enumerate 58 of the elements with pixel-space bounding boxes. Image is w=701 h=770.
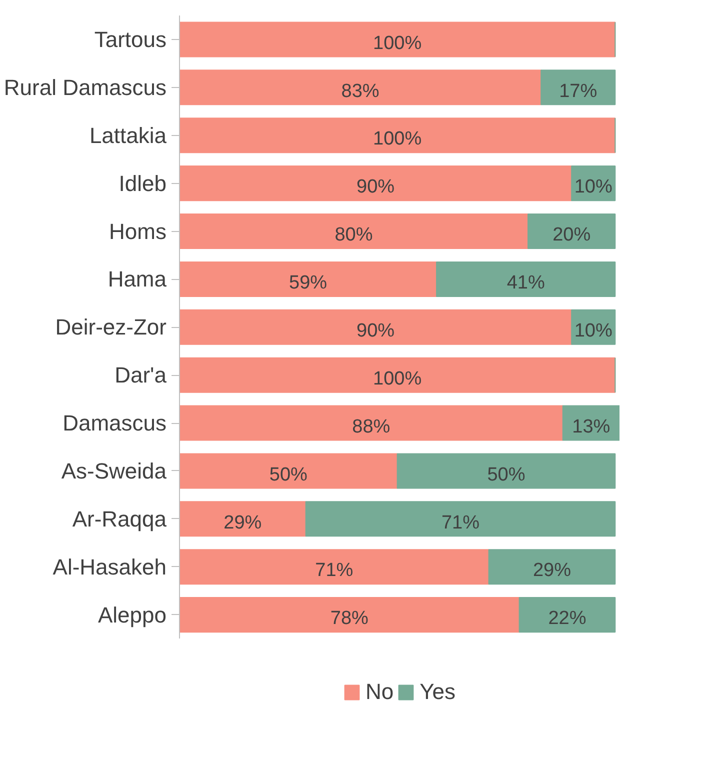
bar — [180, 213, 529, 250]
y-tick-label: As-Sweida — [61, 458, 168, 484]
data-label: 50% — [269, 464, 308, 486]
y-tick-label: Aleppo — [98, 602, 167, 628]
data-label: 10% — [574, 320, 612, 342]
data-label: 41% — [506, 272, 545, 294]
bar — [180, 118, 616, 154]
y-tick-label: Dar'a — [114, 362, 168, 388]
y-tick-label: Damascus — [62, 410, 166, 436]
data-label: 100% — [373, 128, 422, 150]
bar — [488, 549, 616, 585]
data-label: 80% — [334, 224, 373, 246]
bar — [540, 70, 616, 106]
legend-label: Yes — [420, 679, 456, 705]
bar — [180, 166, 572, 202]
bar — [180, 549, 490, 585]
bar — [180, 453, 398, 489]
data-label: 59% — [289, 272, 328, 294]
bar — [180, 70, 542, 106]
y-tick-label: Tartous — [94, 26, 167, 52]
bar — [180, 261, 438, 297]
bar — [180, 309, 572, 345]
data-label: 29% — [224, 512, 262, 534]
y-tick-label: Deir-ez-Zor — [55, 314, 167, 340]
bar — [180, 501, 306, 537]
y-tick-label: Lattakia — [89, 122, 168, 148]
y-tick-label: Al-Hasakeh — [52, 554, 166, 580]
bar — [305, 501, 616, 537]
bar — [180, 597, 520, 633]
data-label: 100% — [373, 32, 422, 54]
data-label: 71% — [315, 560, 354, 582]
data-label: 88% — [352, 416, 390, 438]
data-label: 20% — [552, 224, 591, 246]
bar — [396, 453, 616, 489]
data-label: 13% — [572, 416, 610, 438]
y-tick-label: Homs — [109, 218, 167, 244]
data-label: 22% — [548, 608, 586, 630]
y-tick-label: Hama — [108, 266, 168, 292]
data-label: 90% — [356, 320, 395, 342]
data-label: 29% — [532, 560, 572, 582]
y-tick-label: Rural Damascus — [4, 74, 167, 100]
bar — [436, 261, 616, 297]
bar — [180, 22, 616, 58]
bar — [528, 213, 616, 250]
legend-label: No — [365, 679, 394, 705]
bar — [180, 357, 616, 393]
data-label: 83% — [341, 80, 380, 102]
y-tick-label: Idleb — [118, 170, 167, 196]
data-label: 78% — [330, 608, 369, 630]
data-label: 17% — [559, 80, 598, 102]
data-label: 50% — [487, 464, 526, 486]
bar — [518, 597, 616, 633]
y-tick-label: Ar-Raqqa — [72, 506, 168, 532]
data-label: 90% — [356, 176, 395, 198]
data-label: 100% — [373, 368, 422, 390]
bar — [180, 405, 564, 441]
data-label: 71% — [441, 512, 480, 534]
data-label: 10% — [574, 176, 612, 198]
